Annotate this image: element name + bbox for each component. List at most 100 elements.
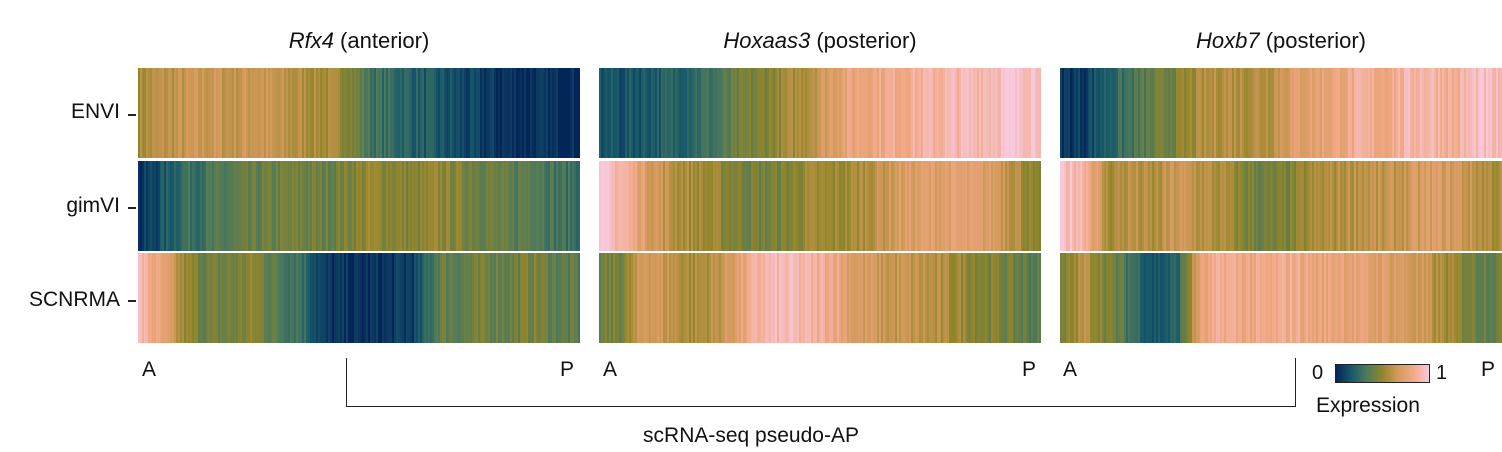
- heat-cell: [548, 253, 551, 343]
- heat-cell: [372, 161, 375, 251]
- heat-cell: [1372, 161, 1375, 251]
- heat-cell: [1150, 68, 1153, 158]
- heat-cell: [795, 68, 798, 158]
- heat-cell: [1224, 161, 1227, 251]
- heat-cell: [615, 68, 618, 158]
- heat-cell: [288, 68, 291, 158]
- heat-cell: [1448, 161, 1451, 251]
- heat-cell: [532, 253, 535, 343]
- heat-cell: [911, 68, 914, 158]
- heat-cell: [843, 161, 846, 251]
- heat-cell: [1430, 253, 1433, 343]
- heat-cell: [316, 68, 319, 158]
- heat-cell: [508, 253, 511, 343]
- heat-cell: [146, 161, 149, 251]
- heat-cell: [362, 253, 365, 343]
- heat-cell: [364, 68, 367, 158]
- heat-cell: [769, 253, 772, 343]
- heat-cell: [144, 161, 147, 251]
- heat-cell: [436, 161, 439, 251]
- heat-cell: [504, 253, 507, 343]
- heat-cell: [1244, 253, 1247, 343]
- heat-cell: [212, 68, 215, 158]
- heat-cell: [1037, 253, 1040, 343]
- heat-cell: [907, 161, 910, 251]
- heat-cell: [835, 253, 838, 343]
- heat-cell: [230, 68, 233, 158]
- heat-cell: [292, 68, 295, 158]
- heat-cell: [601, 253, 604, 343]
- heat-cell: [1246, 161, 1249, 251]
- heat-cell: [1402, 68, 1405, 158]
- heat-cell: [1037, 161, 1040, 251]
- heat-cell: [833, 253, 836, 343]
- heat-cell: [160, 68, 163, 158]
- heat-cell: [1450, 68, 1453, 158]
- heat-strip: [138, 253, 581, 343]
- heat-cell: [1314, 161, 1317, 251]
- heat-cell: [1418, 68, 1421, 158]
- heat-cell: [1402, 161, 1405, 251]
- heat-cell: [576, 161, 579, 251]
- heat-cell: [560, 68, 563, 158]
- heat-cell: [969, 161, 972, 251]
- heat-cell: [923, 161, 926, 251]
- heat-cell: [751, 161, 754, 251]
- heat-cell: [438, 68, 441, 158]
- heat-cell: [480, 161, 483, 251]
- heat-cell: [1080, 253, 1083, 343]
- heat-cell: [1064, 253, 1067, 343]
- heat-cell: [715, 253, 718, 343]
- heat-cell: [763, 161, 766, 251]
- heat-cell: [1120, 68, 1123, 158]
- heat-cell: [156, 253, 159, 343]
- heat-cell: [739, 68, 742, 158]
- heat-cell: [478, 68, 481, 158]
- heat-cell: [761, 253, 764, 343]
- heat-cell: [681, 161, 684, 251]
- heat-cell: [442, 68, 445, 158]
- heat-cell: [558, 68, 561, 158]
- heat-cell: [1460, 253, 1463, 343]
- heat-cell: [506, 253, 509, 343]
- heat-cell: [1432, 253, 1435, 343]
- heat-cell: [947, 161, 950, 251]
- heat-cell: [977, 68, 980, 158]
- heat-cell: [220, 253, 223, 343]
- heat-cell: [719, 161, 722, 251]
- heat-cell: [1304, 253, 1307, 343]
- axis-start-label: A: [1063, 358, 1078, 381]
- heat-cell: [324, 253, 327, 343]
- heat-cell: [1102, 161, 1105, 251]
- heat-cell: [458, 161, 461, 251]
- heat-cell: [336, 68, 339, 158]
- heat-cell: [472, 253, 475, 343]
- heat-cell: [466, 253, 469, 343]
- heat-cell: [408, 161, 411, 251]
- heat-cell: [1478, 161, 1481, 251]
- heat-cell: [651, 161, 654, 251]
- heat-cell: [729, 253, 732, 343]
- heat-cell: [550, 253, 553, 343]
- heat-cell: [1280, 68, 1283, 158]
- heat-cell: [234, 253, 237, 343]
- heat-cell: [713, 68, 716, 158]
- heat-cell: [524, 161, 527, 251]
- heat-cell: [1336, 161, 1339, 251]
- heat-cell: [368, 253, 371, 343]
- heat-cell: [486, 68, 489, 158]
- heat-cell: [522, 161, 525, 251]
- heat-cell: [578, 161, 581, 251]
- heat-cell: [314, 253, 317, 343]
- heat-cell: [891, 253, 894, 343]
- heat-cell: [150, 253, 153, 343]
- heat-cell: [1344, 68, 1347, 158]
- heat-cell: [945, 68, 948, 158]
- heat-cell: [961, 253, 964, 343]
- heat-cell: [1158, 253, 1161, 343]
- heat-cell: [939, 161, 942, 251]
- heat-cell: [1378, 253, 1381, 343]
- heat-cell: [949, 161, 952, 251]
- heat-cell: [1124, 161, 1127, 251]
- heat-cell: [432, 253, 435, 343]
